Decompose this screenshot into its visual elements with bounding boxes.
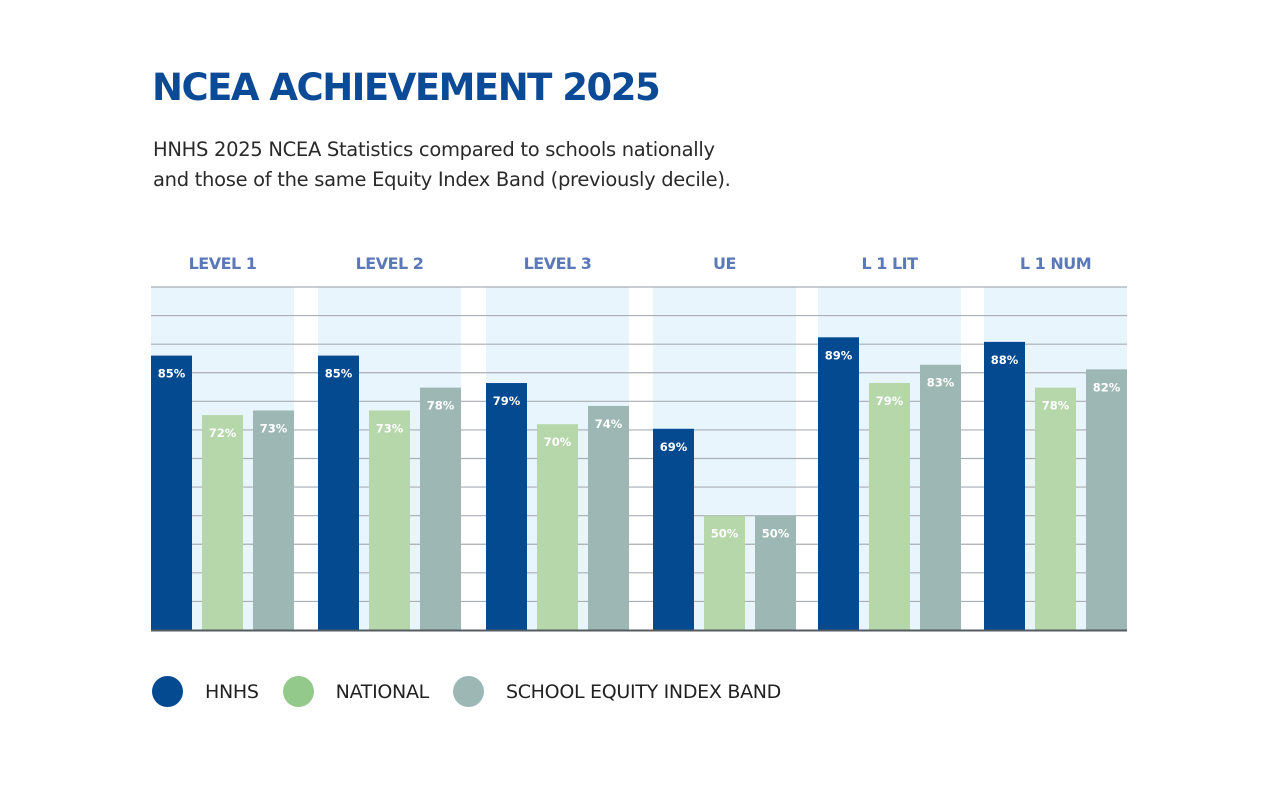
value-labels: 85% 72% 73% 85% 73% 78% 79% 70% 74% 69% 50% 50% 89% 7… [158,348,1121,540]
bar-national [369,410,410,630]
bar-national [537,424,578,630]
value-label-hnhs: 85% [158,367,186,381]
category-labels: LEVEL 1 LEVEL 2 LEVEL 3 UE L 1 LIT L 1 NUM [189,254,1092,273]
gridlines [151,286,1127,603]
category-label: LEVEL 3 [524,254,592,273]
legend-item-national: NATIONAL [282,676,430,707]
bar-hnhs [486,383,527,630]
bar-equity-band [755,515,796,630]
subtitle-line-1: HNHS 2025 NCEA Statistics compared to sc… [153,138,715,161]
bar-national [704,515,745,630]
legend-label-national: NATIONAL [335,680,430,703]
value-label-national: 73% [376,421,404,435]
bar-hnhs [818,337,859,630]
bar-equity-band [253,410,294,630]
bar-hnhs [318,355,359,630]
bar-national [869,383,910,630]
legend-swatch-hnhs [152,676,183,707]
legend: HNHS NATIONAL SCHOOL EQUITY INDEX BAND [152,676,805,707]
value-label-equity-band: 74% [595,417,623,431]
value-label-hnhs: 89% [825,348,853,362]
bar-national [1035,387,1076,630]
bar-equity-band [588,405,629,630]
value-label-national: 78% [1042,399,1070,413]
value-label-national: 72% [209,426,237,440]
value-label-equity-band: 73% [260,421,288,435]
value-label-national: 50% [711,527,739,541]
legend-swatch-national [282,676,314,707]
value-label-national: 79% [876,394,904,408]
value-label-hnhs: 79% [493,394,521,408]
category-label: L 1 LIT [861,254,918,273]
category-label: LEVEL 2 [356,254,424,273]
value-label-equity-band: 78% [427,399,455,413]
legend-item-equity-band: SCHOOL EQUITY INDEX BAND [452,676,782,707]
category-label: UE [713,254,736,273]
subtitle-line-2: and those of the same Equity Index Band … [153,168,731,191]
legend-label-equity-band: SCHOOL EQUITY INDEX BAND [505,680,782,703]
value-label-hnhs: 88% [991,353,1019,367]
value-label-equity-band: 82% [1093,380,1121,394]
bar-equity-band [920,364,961,630]
bar-equity-band [1086,369,1127,630]
bar-equity-band [420,387,461,630]
value-label-national: 70% [544,435,572,449]
bar-hnhs [151,355,192,630]
bar-national [202,415,243,630]
bars [151,337,1127,630]
value-label-hnhs: 85% [325,367,353,381]
value-label-hnhs: 69% [660,440,688,454]
legend-label-hnhs: HNHS [205,680,259,703]
value-label-equity-band: 83% [927,376,955,390]
bar-hnhs [984,341,1025,630]
legend-item-hnhs: HNHS [152,676,259,707]
category-label: LEVEL 1 [189,254,257,273]
legend-swatch-equity-band [452,676,484,707]
page-subtitle: HNHS 2025 NCEA Statistics compared to sc… [153,135,793,195]
value-label-equity-band: 50% [762,527,790,541]
page-title: NCEA ACHIEVEMENT 2025 [152,66,661,109]
category-label: L 1 NUM [1020,254,1091,273]
bar-hnhs [653,428,694,630]
